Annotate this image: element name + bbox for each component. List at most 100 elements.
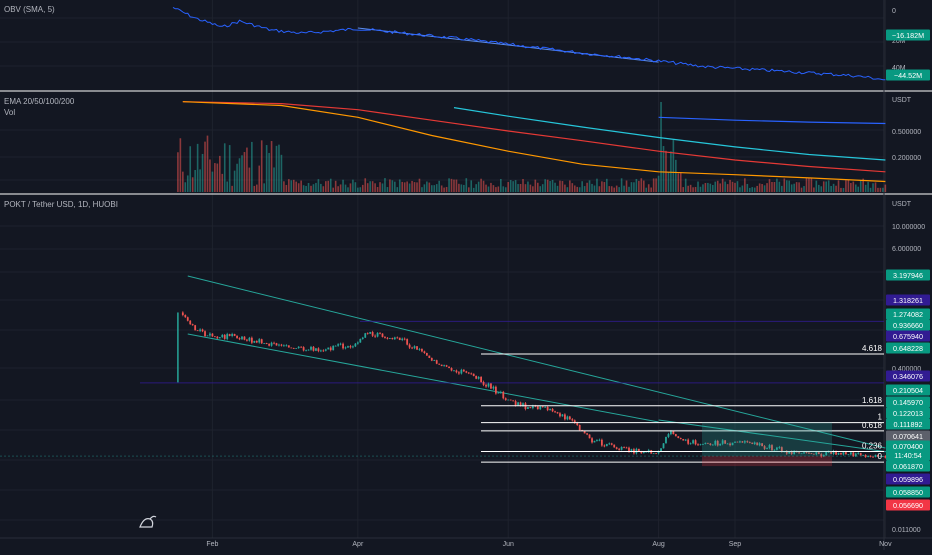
volume-bar (300, 180, 302, 192)
volume-bar (593, 185, 596, 192)
candle-body (238, 338, 241, 340)
volume-bar (601, 181, 603, 192)
candle-body (499, 391, 502, 393)
candle-body (310, 346, 312, 350)
candle-body (349, 346, 352, 348)
volume-bar (726, 184, 729, 192)
candle-body (396, 337, 399, 339)
volume-bar (534, 179, 537, 192)
volume-bar (189, 146, 192, 192)
volume-bar (721, 178, 724, 192)
candle-body (248, 337, 251, 341)
candle-body (425, 353, 428, 356)
candle-body (854, 453, 857, 457)
candle-body (184, 315, 187, 318)
ema-axis-unit: USDT (892, 97, 912, 104)
volume-bar (647, 184, 650, 192)
candle-body (869, 455, 872, 457)
candle-body (361, 337, 364, 339)
volume-bar (679, 172, 682, 192)
volume-bar (699, 186, 702, 192)
candle-body (706, 442, 709, 444)
candle-body (817, 452, 820, 455)
volume-bar (731, 181, 734, 192)
volume-bar (736, 181, 739, 192)
candle-body (564, 414, 566, 420)
candle-body (216, 336, 219, 339)
price-badge (886, 370, 930, 382)
volume-bar (428, 182, 431, 192)
candle-body (497, 392, 500, 394)
volume-bar (618, 187, 620, 192)
volume-bar (295, 181, 298, 192)
candle-body (502, 391, 505, 399)
price-badge-label: −16.182M (892, 31, 924, 40)
volume-bar (825, 181, 827, 192)
price-badge (886, 330, 930, 342)
main-pane-label[interactable]: POKT / Tether USD, 1D, HUOBI (4, 200, 118, 209)
candle-body (453, 370, 455, 372)
volume-bar (603, 182, 606, 192)
candle-body (512, 400, 515, 402)
volume-bar (465, 178, 468, 192)
obv-pane-label[interactable]: OBV (SMA, 5) (4, 5, 55, 14)
volume-bar (813, 187, 815, 192)
candle-body (549, 408, 552, 411)
candle-body (721, 440, 724, 444)
candle-body (435, 360, 438, 364)
volume-bar (635, 178, 638, 192)
volume-bar (675, 159, 677, 192)
candle-body (388, 338, 391, 339)
fib-level-label: 0 (878, 452, 883, 461)
volume-bar (497, 186, 500, 192)
volume-bar (805, 178, 808, 192)
candle-body (371, 332, 374, 336)
candle-body (322, 350, 325, 352)
main-tick-label: 0.400000 (892, 366, 921, 373)
candle-body (243, 336, 246, 340)
volume-pane-label[interactable]: Vol (4, 108, 16, 117)
volume-bar (297, 183, 300, 192)
candle-body (692, 440, 694, 444)
candle-body (283, 345, 285, 347)
candle-body (302, 347, 305, 351)
candle-body (194, 325, 197, 331)
volume-bar (874, 182, 877, 192)
candle-body (386, 337, 389, 339)
volume-bar (391, 180, 394, 192)
volume-bar (396, 187, 399, 192)
volume-bar (305, 185, 307, 192)
candle-body (773, 449, 776, 451)
volume-bar (411, 180, 413, 192)
volume-bar (204, 141, 206, 192)
volume-bar (384, 178, 386, 192)
volume-bar (337, 186, 339, 192)
candle-body (561, 414, 564, 417)
candle-body (191, 324, 194, 326)
candle-body (596, 439, 598, 441)
volume-bar (864, 184, 867, 192)
candle-body (593, 440, 596, 443)
price-badge-label: 3.197946 (893, 271, 923, 280)
take-profit-zone (702, 422, 832, 457)
price-badge-label: 0.145970 (893, 398, 923, 407)
volume-bar (394, 181, 396, 192)
volume-bar (569, 180, 571, 192)
volume-bar (270, 141, 273, 192)
volume-bar (339, 184, 342, 192)
volume-bar (776, 178, 778, 192)
candle-body (315, 348, 317, 351)
volume-bar (403, 182, 406, 192)
volume-bar (798, 182, 800, 192)
volume-bar (857, 186, 860, 192)
ema-pane-label[interactable]: EMA 20/50/100/200 (4, 97, 75, 106)
volume-bar (470, 180, 473, 192)
candle-body (591, 438, 593, 443)
price-badge-label: 0.070641 (893, 432, 923, 441)
volume-bar (354, 182, 357, 192)
logo-stroke (139, 515, 157, 528)
candle-body (246, 339, 248, 341)
candle-body (504, 398, 507, 400)
